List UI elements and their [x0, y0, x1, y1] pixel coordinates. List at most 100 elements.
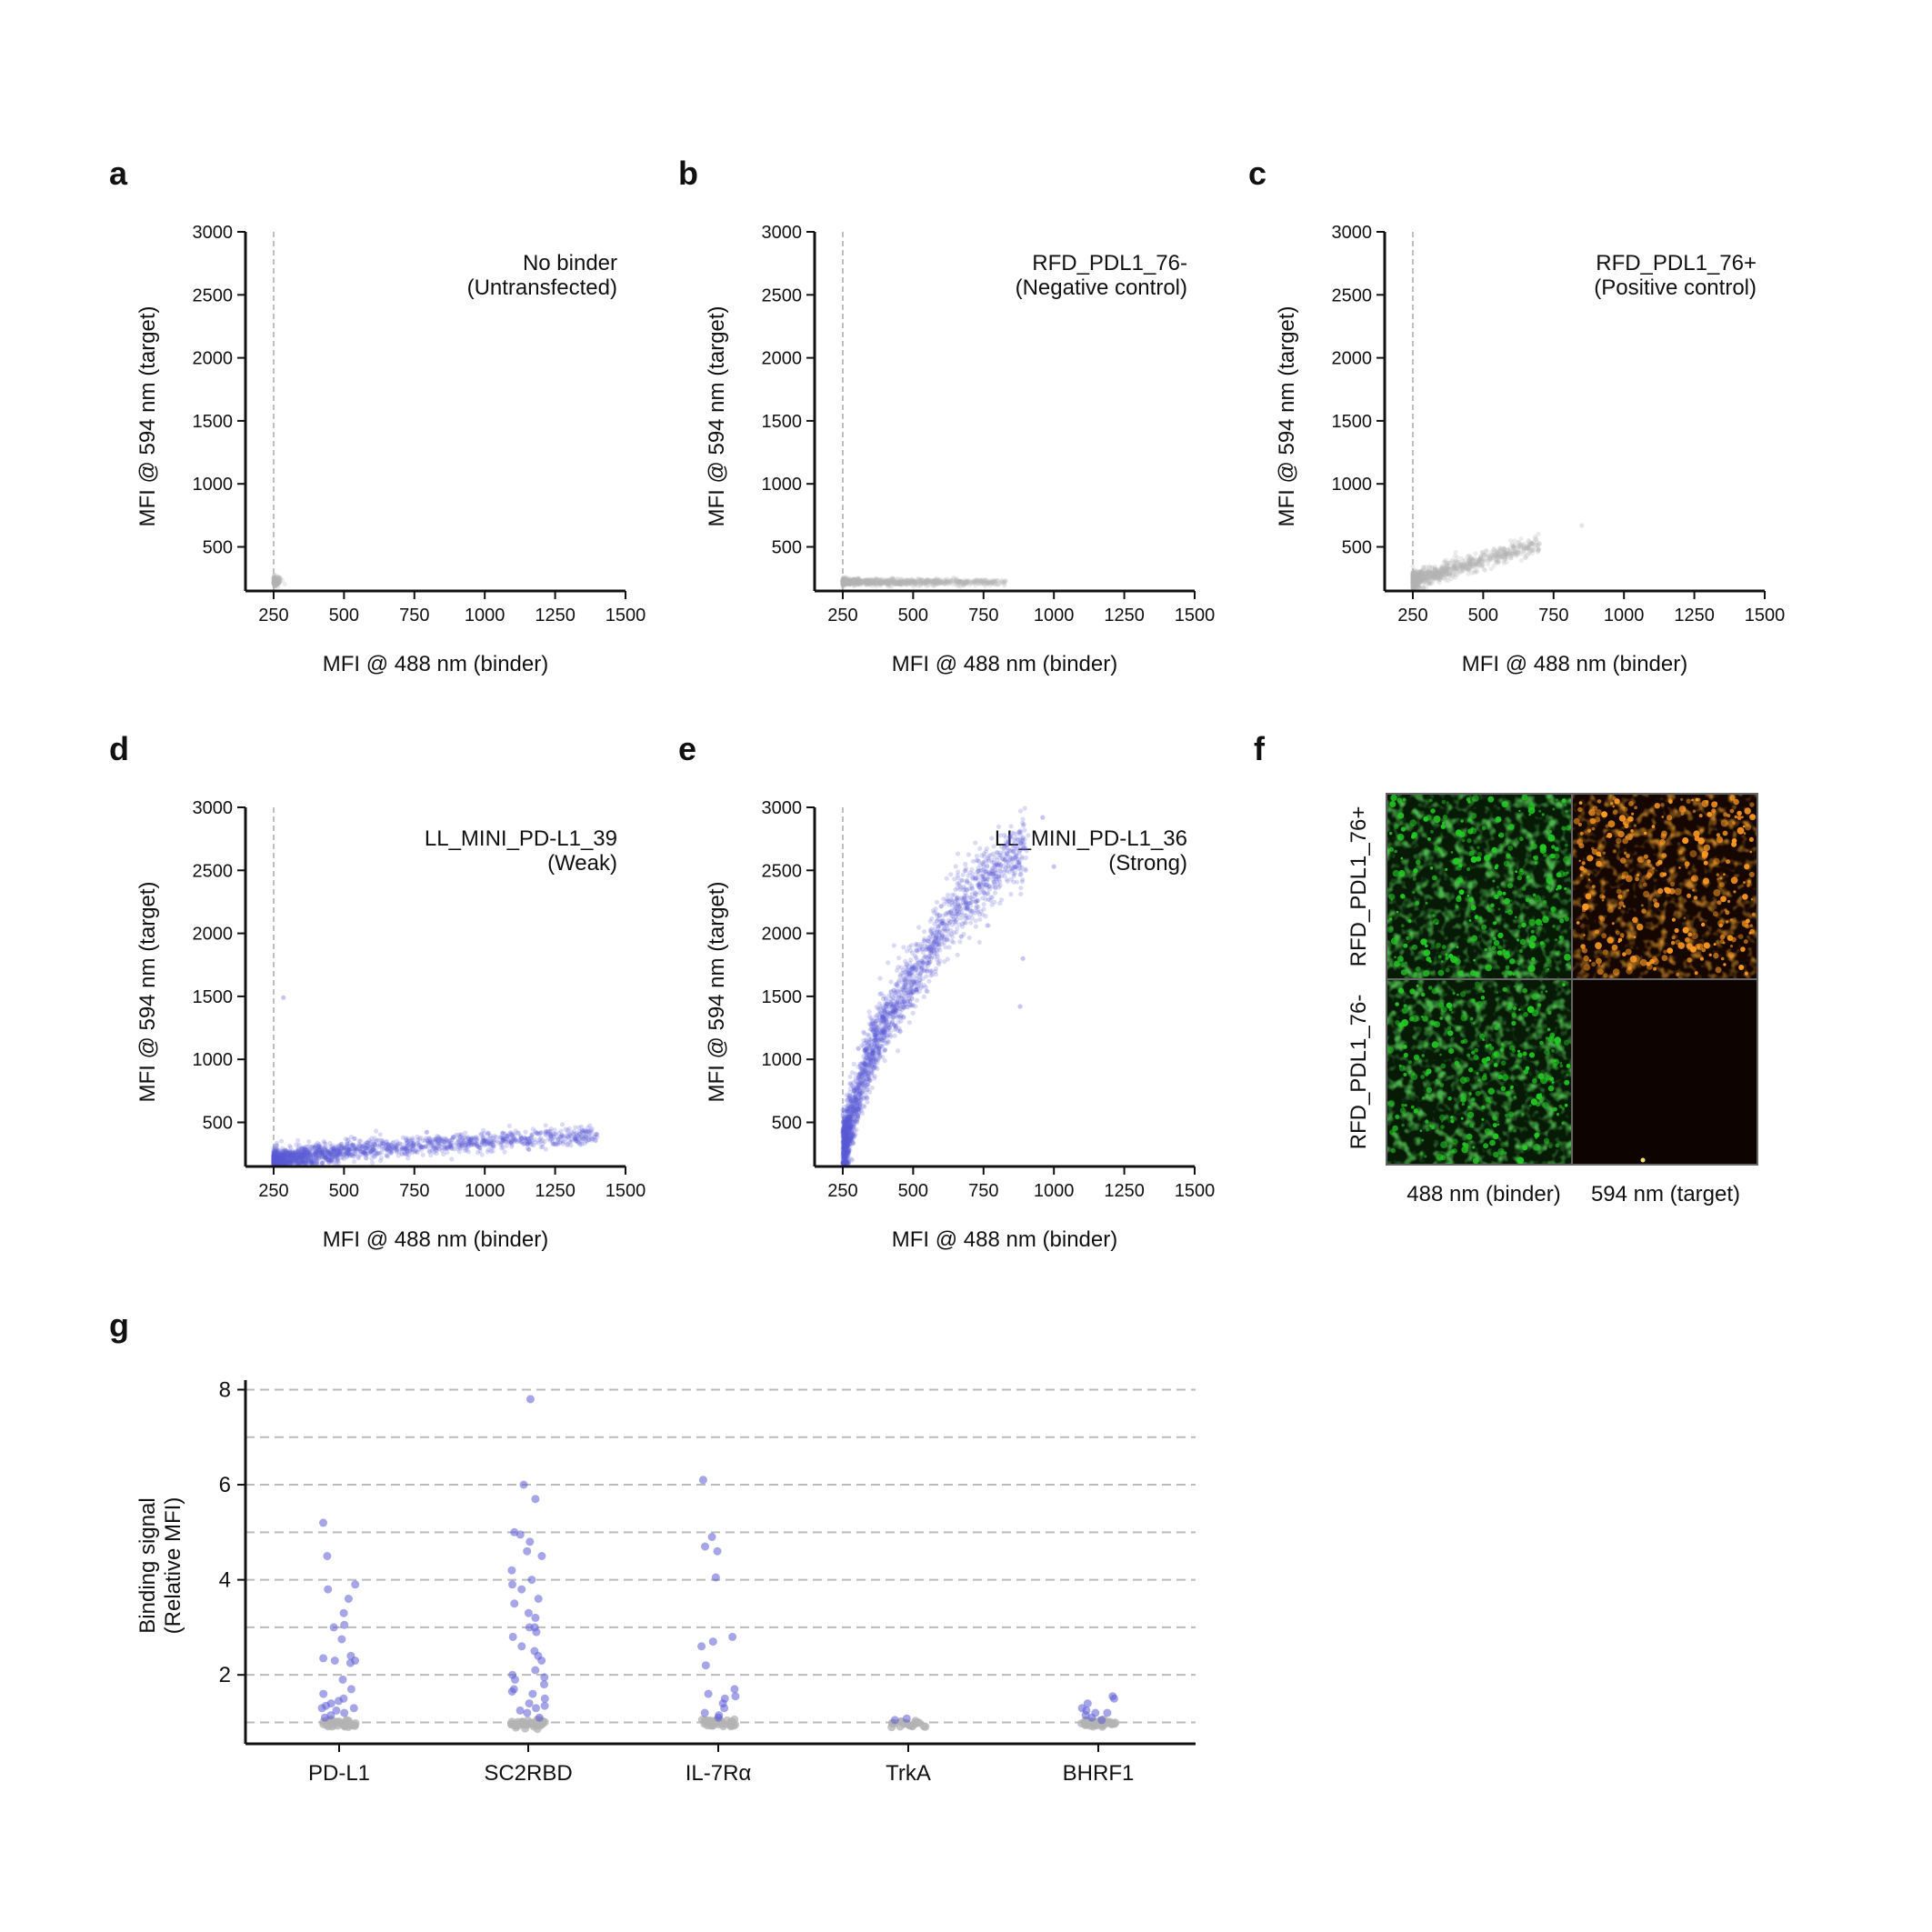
data-point	[847, 576, 853, 582]
data-point	[271, 579, 276, 585]
data-point	[1482, 567, 1487, 574]
x-tick-label: 250	[258, 606, 288, 626]
data-point	[445, 1149, 450, 1156]
data-point	[916, 925, 922, 930]
data-point	[840, 579, 846, 585]
data-point	[273, 579, 279, 585]
data-point	[962, 579, 967, 585]
data-point	[963, 861, 968, 867]
data-point	[950, 582, 956, 587]
data-point	[272, 579, 277, 586]
y-tick-label: 3000	[1332, 223, 1373, 243]
data-point	[1446, 577, 1451, 584]
data-point	[568, 1143, 574, 1148]
data-point	[543, 1123, 548, 1128]
data-point	[916, 578, 922, 584]
annotation-line-2: (Untransfected)	[467, 275, 617, 300]
data-point	[273, 576, 278, 581]
data-point	[275, 579, 281, 586]
data-point	[1426, 564, 1432, 569]
data-point	[849, 580, 855, 586]
data-point	[455, 1146, 461, 1152]
x-axis-label: MFI @ 488 nm (binder)	[323, 652, 548, 676]
data-point	[1486, 562, 1491, 567]
data-point	[350, 1151, 355, 1156]
data-point	[971, 580, 977, 586]
data-point	[481, 1127, 486, 1133]
data-point	[953, 864, 958, 869]
data-point	[327, 1140, 333, 1146]
data-point	[272, 585, 277, 590]
data-point	[1014, 879, 1020, 885]
data-point	[871, 581, 876, 586]
data-point	[848, 578, 854, 584]
data-point	[870, 583, 876, 589]
data-point	[954, 577, 959, 583]
data-point	[968, 920, 974, 926]
data-point	[272, 578, 277, 585]
data-point	[424, 1136, 429, 1141]
data-point	[973, 580, 978, 586]
data-point	[913, 582, 918, 587]
data-point	[275, 578, 281, 584]
data-point	[957, 939, 963, 945]
data-point	[271, 579, 276, 585]
data-point	[294, 1156, 299, 1161]
data-point	[530, 1126, 536, 1132]
y-tick-label: 3000	[193, 798, 234, 818]
data-point	[846, 577, 852, 584]
data-point	[882, 580, 887, 586]
data-point	[458, 1132, 464, 1137]
data-point	[1022, 806, 1027, 811]
data-point	[272, 577, 277, 584]
x-tick-label: 1500	[1745, 606, 1786, 626]
y-tick-label: 500	[1342, 537, 1372, 557]
data-point	[879, 580, 886, 586]
data-point	[274, 580, 279, 586]
data-point	[336, 1160, 342, 1166]
data-point	[875, 578, 880, 584]
data-point	[874, 580, 879, 586]
data-point	[482, 1143, 487, 1148]
data-point	[352, 1136, 357, 1141]
data-point	[538, 1145, 544, 1150]
data-point	[272, 578, 277, 585]
data-point	[842, 581, 847, 587]
data-point	[275, 582, 280, 587]
data-point	[425, 1129, 430, 1135]
y-tick-label: 2000	[762, 349, 803, 369]
data-point	[273, 578, 278, 584]
data-point	[548, 1126, 554, 1132]
data-point	[273, 578, 278, 585]
data-point	[977, 846, 983, 851]
x-tick-label: 500	[1468, 606, 1498, 626]
y-tick-label: 1500	[1332, 412, 1373, 432]
data-point	[868, 580, 874, 586]
data-point	[272, 572, 277, 577]
data-point	[1433, 564, 1438, 569]
data-point	[1453, 572, 1458, 577]
data-point	[271, 579, 276, 586]
data-point	[905, 577, 910, 583]
data-point	[1518, 557, 1524, 563]
data-point	[932, 581, 937, 586]
data-point	[895, 580, 900, 586]
data-point	[271, 578, 276, 584]
data-point	[272, 576, 277, 581]
data-point	[273, 583, 278, 588]
data-point	[271, 576, 276, 582]
data-point	[973, 579, 978, 585]
data-point	[851, 581, 856, 586]
data-point	[273, 583, 278, 588]
y-tick-label: 3000	[193, 223, 234, 243]
data-point	[888, 581, 894, 586]
data-point	[844, 581, 849, 586]
data-point	[272, 583, 277, 589]
data-point	[869, 577, 875, 583]
data-point	[1494, 559, 1499, 566]
data-point	[272, 576, 277, 582]
data-point	[277, 579, 283, 585]
data-point	[851, 578, 856, 584]
data-point	[275, 579, 280, 585]
